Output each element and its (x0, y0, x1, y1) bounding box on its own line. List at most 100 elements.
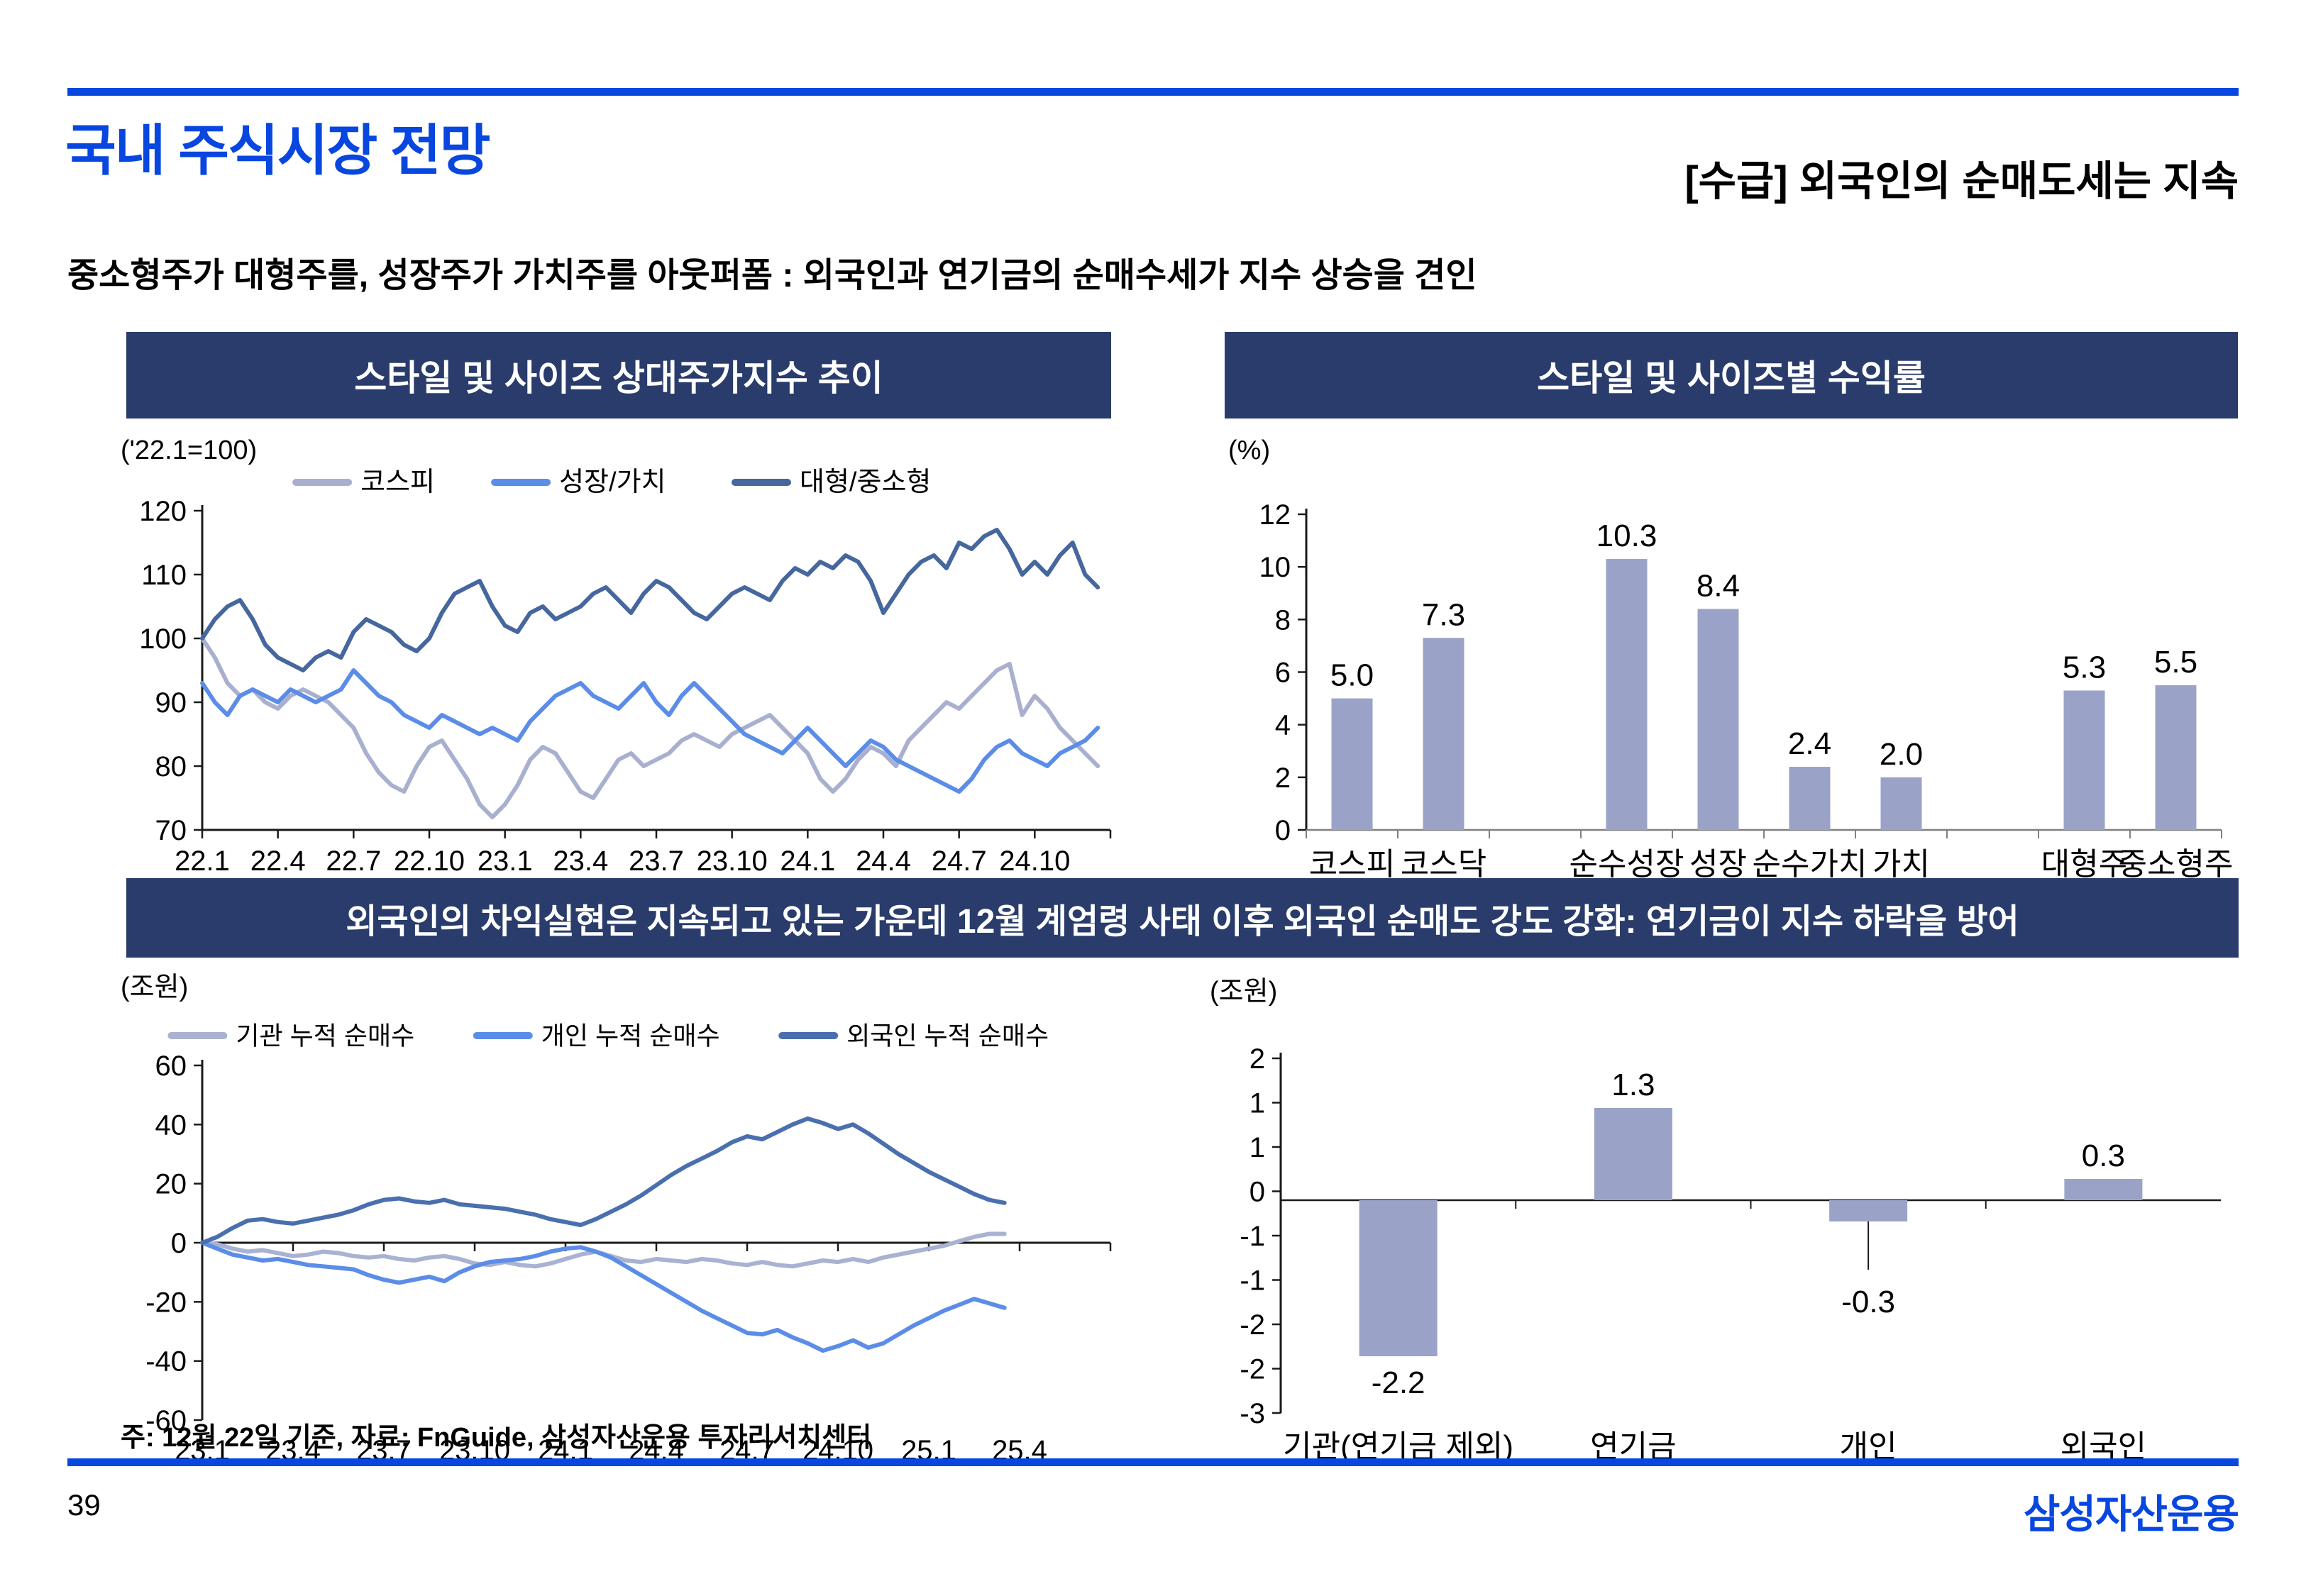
y-tick-label: -1 (1240, 1265, 1265, 1297)
axis-unit-label: (조원) (121, 972, 188, 1002)
y-tick-label: 80 (155, 751, 187, 782)
bar (1697, 609, 1739, 830)
middle-banner-text: 외국인의 차익실현은 지속되고 있는 가운데 12월 계엄령 사태 이후 외국인… (346, 903, 2019, 941)
bar-value-label: 5.5 (2154, 645, 2197, 680)
line-series (200, 1241, 1007, 1353)
y-tick-label: 90 (155, 687, 187, 719)
legend-label: 기관 누적 순매수 (236, 1021, 414, 1051)
y-tick-label: 0 (1249, 1177, 1265, 1208)
x-tick-label: 23.7 (629, 846, 684, 877)
line-series (200, 636, 1100, 819)
bar-category-label: 순수가치 (1753, 847, 1868, 882)
chart2-title: 스타일 및 사이즈별 수익률 (1537, 358, 1926, 398)
bar-value-label: 10.3 (1596, 519, 1657, 553)
line-series (200, 1231, 1007, 1269)
x-tick-label: 23.1 (478, 846, 533, 877)
bar-value-label: -2.2 (1372, 1365, 1425, 1400)
bar (1359, 1200, 1438, 1356)
y-tick-label: 100 (139, 624, 187, 655)
y-tick-label: 6 (1275, 658, 1291, 689)
legend-swatch (732, 479, 791, 486)
legend-label: 개인 누적 순매수 (541, 1021, 720, 1051)
bar (1789, 767, 1831, 830)
bar-category-label: 코스피 (1309, 847, 1395, 882)
y-tick-label: -2 (1240, 1309, 1265, 1341)
y-tick-label: 1 (1249, 1132, 1265, 1163)
bar-value-label: 5.0 (1330, 658, 1374, 693)
bar-value-label: 0.3 (2082, 1138, 2125, 1173)
page-title: 국내 주식시장 전망 (65, 119, 490, 182)
bar-category-label: 외국인 (2060, 1429, 2146, 1464)
bottom-rule (67, 1458, 2239, 1466)
bar (1423, 638, 1464, 830)
legend-swatch (292, 479, 353, 486)
legend-label: 대형/중소형 (800, 467, 931, 497)
y-tick-label: 20 (155, 1169, 187, 1200)
section-header: [수급] 외국인의 순매도세는 지속 (1684, 158, 2239, 204)
legend-label: 성장/가치 (559, 467, 666, 497)
bar-value-label: -0.3 (1841, 1285, 1895, 1319)
legend-label: 코스피 (360, 467, 435, 497)
bar-category-label: 순수성장 (1569, 847, 1684, 882)
middle-banner: 외국인의 차익실현은 지속되고 있는 가운데 12월 계엄령 사태 이후 외국인… (126, 878, 2239, 958)
x-tick-label: 22.7 (326, 846, 381, 877)
y-tick-label: -3 (1240, 1398, 1265, 1429)
y-tick-label: 1 (1249, 1088, 1265, 1119)
bar-value-label: 7.3 (1422, 597, 1465, 632)
investor-net-buying-bar-chart: (조원) 2 1 1 0 -1 -1 -2 -2 -3 -2.2 기관(연기금 제외) 1.3 연기금 -0… (1210, 977, 2221, 1464)
y-tick-label: 12 (1259, 499, 1291, 531)
legend-swatch (473, 1032, 533, 1039)
line-series (200, 528, 1100, 672)
page-number: 39 (67, 1488, 101, 1522)
legend-label: 외국인 누적 순매수 (846, 1021, 1049, 1051)
bar-category-label: 중소형주 (2119, 847, 2234, 882)
axis-unit-label: (%) (1228, 436, 1270, 465)
bar (1331, 698, 1373, 830)
x-tick-label: 22.4 (250, 846, 306, 877)
legend-swatch (778, 1032, 839, 1039)
subtitle: 중소형주가 대형주를, 성장주가 가치주를 아웃퍼폼 : 외국인과 연기금의 순… (67, 257, 1477, 294)
y-tick-label: 70 (155, 815, 187, 846)
bar (2063, 690, 2105, 830)
chart1-title: 스타일 및 사이즈 상대주가지수 추이 (354, 358, 883, 398)
relative-index-line-chart: ('22.1=100) 코스피 성장/가치 대형/중소형 120 110 100 90 80 70… (121, 436, 1112, 877)
bar-category-label: 성장 (1689, 847, 1747, 882)
chart1-title-band: 스타일 및 사이즈 상대주가지수 추이 (126, 332, 1111, 419)
style-returns-bar-chart: (%) 12 10 8 6 4 2 0 5.0 코스피 7.3 코스닥 10.3 순수성장 8.4 성장 2.4… (1228, 436, 2234, 882)
x-tick-label: 24.1 (780, 846, 835, 877)
bar-value-label: 5.3 (2063, 650, 2106, 685)
y-tick-label: -20 (145, 1287, 187, 1318)
axis-unit-label: (조원) (1210, 977, 1277, 1007)
y-tick-label: 60 (155, 1051, 187, 1082)
cumulative-net-buying-line-chart: (조원) 기관 누적 순매수 개인 누적 순매수 외국인 누적 순매수 60 40 20 0 -… (121, 972, 1112, 1466)
y-tick-label: 2 (1249, 1043, 1265, 1075)
footnote: 주: 12월 22일 기준, 자료: FnGuide, 삼성자산운용 투자리서치… (121, 1423, 872, 1453)
y-tick-label: 4 (1275, 710, 1291, 741)
x-tick-label: 22.1 (175, 846, 230, 877)
legend-swatch (491, 479, 551, 486)
chart2-title-band: 스타일 및 사이즈별 수익률 (1225, 332, 2238, 419)
x-tick-label: 23.4 (553, 846, 608, 877)
bar-category-label: 코스닥 (1401, 847, 1486, 882)
bar (1829, 1200, 1908, 1221)
x-tick-label: 23.10 (697, 846, 768, 877)
y-tick-label: 110 (141, 560, 187, 591)
bar-value-label: 8.4 (1697, 569, 1740, 604)
bar-value-label: 2.4 (1788, 726, 1831, 761)
bar-value-label: 1.3 (1611, 1068, 1655, 1102)
x-tick-label: 24.10 (999, 846, 1070, 877)
bar (1606, 559, 1648, 830)
y-tick-label: -60 (145, 1405, 187, 1436)
y-tick-label: 8 (1275, 604, 1291, 636)
bar (1594, 1108, 1672, 1200)
x-tick-label: 24.4 (856, 846, 911, 877)
y-tick-label: -40 (145, 1346, 187, 1378)
line-series (200, 668, 1100, 794)
bar-category-label: 연기금 (1590, 1429, 1676, 1464)
legend-swatch (167, 1032, 228, 1039)
bar-value-label: 2.0 (1880, 737, 1923, 772)
y-tick-label: 2 (1275, 763, 1291, 794)
y-tick-label: 40 (155, 1109, 187, 1141)
y-tick-label: 0 (171, 1228, 187, 1259)
y-tick-label: 120 (139, 496, 187, 527)
